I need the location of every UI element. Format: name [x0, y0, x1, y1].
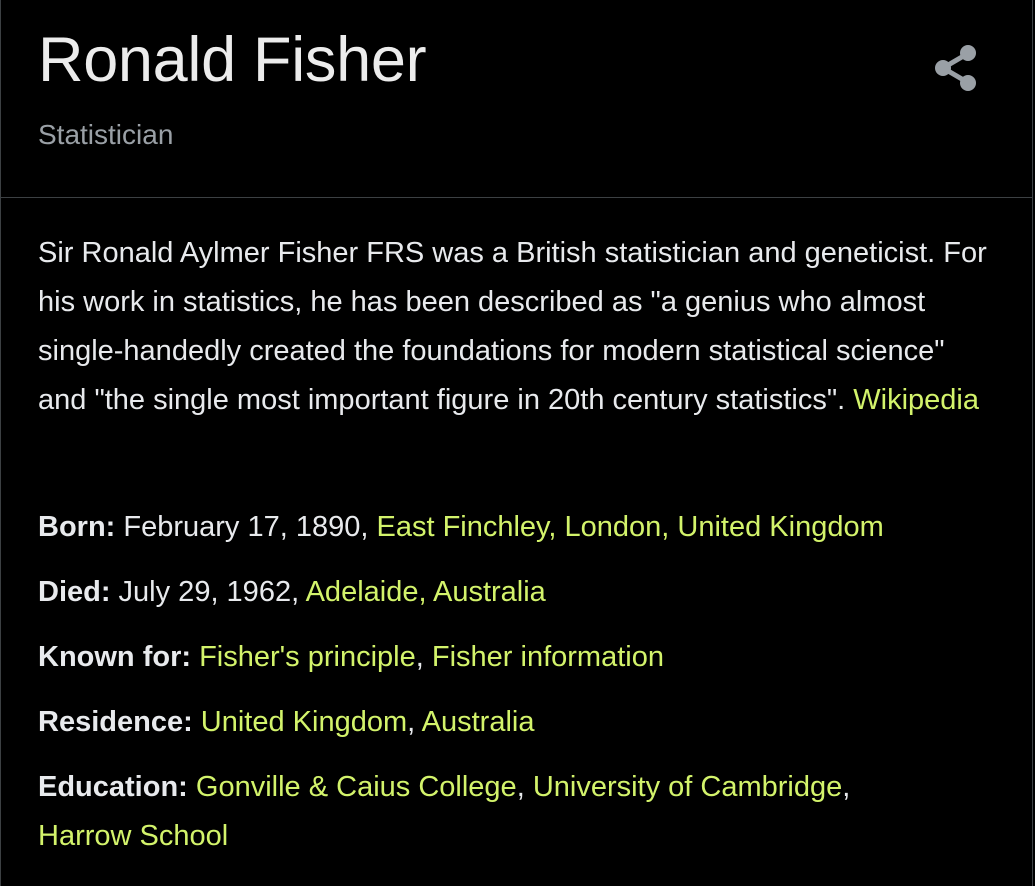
page-title: Ronald Fisher: [38, 25, 427, 95]
residence-link[interactable]: United Kingdom: [200, 706, 408, 738]
separator: ,: [415, 641, 432, 673]
education-link[interactable]: University of Cambridge: [532, 771, 843, 803]
born-date: February 17, 1890,: [115, 511, 377, 543]
fact-residence: Residence: United Kingdom, Australia: [38, 698, 998, 747]
residence-link[interactable]: Australia: [421, 706, 535, 738]
separator: ,: [842, 771, 851, 803]
deathplace-link[interactable]: Adelaide, Australia: [305, 576, 546, 608]
known-for-link[interactable]: Fisher's principle: [199, 641, 416, 673]
fact-label: Born:: [38, 511, 116, 543]
fact-born: Born: February 17, 1890, East Finchley, …: [38, 503, 998, 552]
panel-header: Ronald Fisher Statistician: [1, 0, 1032, 198]
died-date: July 29, 1962,: [110, 576, 306, 608]
facts-list: Born: February 17, 1890, East Finchley, …: [38, 503, 998, 877]
fact-label: Education:: [38, 771, 188, 803]
education-link[interactable]: Harrow School: [38, 820, 229, 852]
description-text: Sir Ronald Aylmer Fisher FRS was a Briti…: [38, 237, 987, 416]
education-link[interactable]: Gonville & Caius College: [195, 771, 517, 803]
fact-label: Died:: [38, 576, 111, 608]
entity-subtitle: Statistician: [38, 119, 174, 150]
fact-label: Residence:: [38, 706, 193, 738]
fact-education: Education: Gonville & Caius College, Uni…: [38, 763, 998, 861]
known-for-link[interactable]: Fisher information: [431, 641, 664, 673]
wikipedia-link[interactable]: Wikipedia: [853, 384, 979, 416]
fact-died: Died: July 29, 1962, Adelaide, Australia: [38, 568, 998, 617]
share-button[interactable]: [929, 40, 985, 96]
entity-description: Sir Ronald Aylmer Fisher FRS was a Briti…: [38, 229, 998, 425]
birthplace-link[interactable]: East Finchley, London, United Kingdom: [376, 511, 884, 543]
fact-known-for: Known for: Fisher's principle, Fisher in…: [38, 633, 998, 682]
separator: ,: [407, 706, 422, 738]
fact-label: Known for:: [38, 641, 192, 673]
share-icon: [935, 45, 976, 91]
separator: ,: [516, 771, 533, 803]
